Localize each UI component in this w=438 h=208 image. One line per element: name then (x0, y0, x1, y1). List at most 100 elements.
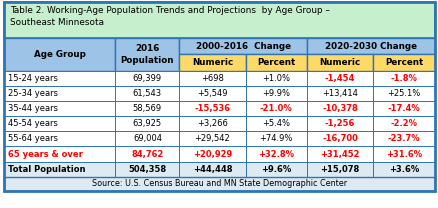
Bar (4, 2, 434, 38)
Text: 35-44 years: 35-44 years (8, 104, 58, 113)
Bar (372, 162, 434, 177)
Bar (306, 71, 372, 86)
Text: Total Population: Total Population (8, 165, 86, 174)
Text: +5.4%: +5.4% (261, 119, 290, 128)
Bar (115, 38, 179, 71)
Bar (372, 146, 434, 162)
Text: -16,700: -16,700 (321, 134, 357, 143)
Text: Percent: Percent (384, 58, 422, 67)
Bar (245, 86, 306, 101)
Bar (245, 131, 306, 146)
Text: +20,929: +20,929 (192, 150, 232, 158)
Bar (306, 116, 372, 131)
Text: +698: +698 (201, 74, 223, 83)
Text: 65 years & over: 65 years & over (8, 150, 83, 158)
Bar (179, 71, 245, 86)
Text: -17.4%: -17.4% (387, 104, 419, 113)
Bar (306, 131, 372, 146)
Text: -23.7%: -23.7% (387, 134, 419, 143)
Text: Table 2. Working-Age Population Trends and Projections  by Age Group –
Southeast: Table 2. Working-Age Population Trends a… (10, 6, 329, 27)
Text: +29,542: +29,542 (194, 134, 230, 143)
Bar (4, 116, 115, 131)
Text: 2000-2016  Change: 2000-2016 Change (195, 42, 290, 51)
Bar (306, 86, 372, 101)
Text: -2.2%: -2.2% (389, 119, 417, 128)
Bar (372, 101, 434, 116)
Bar (372, 131, 434, 146)
Bar (179, 131, 245, 146)
Text: -1,454: -1,454 (324, 74, 354, 83)
Text: +44,448: +44,448 (192, 165, 232, 174)
Bar (115, 86, 179, 101)
Text: +9.6%: +9.6% (261, 165, 291, 174)
Bar (4, 101, 115, 116)
Bar (115, 162, 179, 177)
Bar (306, 101, 372, 116)
Text: -1.8%: -1.8% (389, 74, 417, 83)
Bar (4, 86, 115, 101)
Bar (245, 54, 306, 71)
Bar (179, 162, 245, 177)
Bar (4, 177, 434, 191)
Text: +9.9%: +9.9% (261, 89, 290, 98)
Text: 15-24 years: 15-24 years (8, 74, 58, 83)
Text: -15,536: -15,536 (194, 104, 230, 113)
Text: 55-64 years: 55-64 years (8, 134, 58, 143)
Text: 84,762: 84,762 (131, 150, 163, 158)
Text: 58,569: 58,569 (133, 104, 162, 113)
Text: 504,358: 504,358 (128, 165, 166, 174)
Text: Age Group: Age Group (34, 50, 86, 59)
Text: 61,543: 61,543 (133, 89, 162, 98)
Text: Numeric: Numeric (319, 58, 360, 67)
Bar (115, 146, 179, 162)
Bar (179, 54, 245, 71)
Bar (245, 162, 306, 177)
Bar (4, 38, 115, 71)
Bar (179, 101, 245, 116)
Bar (179, 86, 245, 101)
Text: 63,925: 63,925 (133, 119, 162, 128)
Text: +31,452: +31,452 (320, 150, 359, 158)
Bar (179, 38, 306, 54)
Bar (372, 86, 434, 101)
Text: +1.0%: +1.0% (261, 74, 290, 83)
Text: +13,414: +13,414 (321, 89, 357, 98)
Bar (372, 54, 434, 71)
Bar (115, 71, 179, 86)
Text: Percent: Percent (257, 58, 295, 67)
Bar (372, 116, 434, 131)
Bar (179, 146, 245, 162)
Text: +32.8%: +32.8% (258, 150, 293, 158)
Text: Numeric: Numeric (191, 58, 233, 67)
Bar (115, 116, 179, 131)
Bar (4, 131, 115, 146)
Bar (245, 146, 306, 162)
Text: 25-34 years: 25-34 years (8, 89, 58, 98)
Text: -10,378: -10,378 (321, 104, 357, 113)
Bar (4, 162, 115, 177)
Text: 2016
Population: 2016 Population (120, 45, 174, 64)
Text: Source: U.S. Census Bureau and MN State Demographic Center: Source: U.S. Census Bureau and MN State … (92, 179, 346, 188)
Text: +31.6%: +31.6% (385, 150, 421, 158)
Text: -1,256: -1,256 (324, 119, 354, 128)
Bar (179, 116, 245, 131)
Bar (245, 101, 306, 116)
Bar (4, 71, 115, 86)
Text: +5,549: +5,549 (197, 89, 227, 98)
Bar (115, 101, 179, 116)
Text: +15,078: +15,078 (320, 165, 359, 174)
Text: 69,399: 69,399 (133, 74, 162, 83)
Text: 69,004: 69,004 (133, 134, 162, 143)
Bar (372, 71, 434, 86)
Bar (306, 38, 434, 54)
Bar (115, 131, 179, 146)
Text: 45-54 years: 45-54 years (8, 119, 58, 128)
Text: -21.0%: -21.0% (259, 104, 292, 113)
Text: +3,266: +3,266 (197, 119, 227, 128)
Bar (245, 116, 306, 131)
Bar (306, 146, 372, 162)
Bar (306, 54, 372, 71)
Bar (4, 146, 115, 162)
Text: +3.6%: +3.6% (388, 165, 418, 174)
Bar (306, 162, 372, 177)
